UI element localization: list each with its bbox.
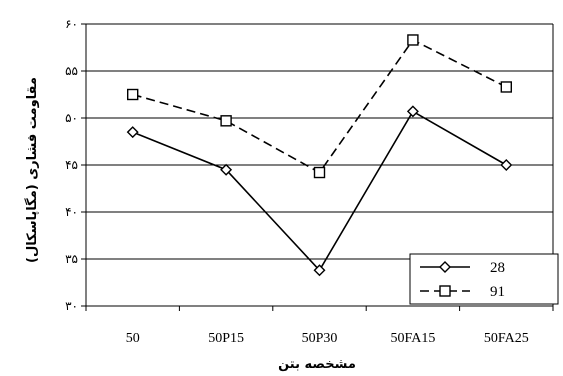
legend-marker <box>439 261 451 273</box>
y-tick-label: ۵۰ <box>65 111 78 125</box>
gridlines <box>86 23 554 306</box>
data-point <box>220 115 232 127</box>
legend-box <box>409 253 559 305</box>
x-tick-label: 50 <box>126 331 140 346</box>
x-tick-label: 50FA15 <box>390 331 435 346</box>
y-tick-label: ۵۵ <box>65 64 78 78</box>
y-tick-label: ۳۵ <box>65 252 78 266</box>
data-point <box>126 126 139 139</box>
y-tick-label: ۴۰ <box>65 205 78 219</box>
legend-marker <box>439 285 451 297</box>
series-28 <box>126 105 513 277</box>
x-tick-label: 50FA25 <box>484 331 529 346</box>
series-91 <box>126 34 512 179</box>
data-point <box>126 88 139 101</box>
legend: 28 91 <box>409 253 559 305</box>
series-line <box>132 38 507 174</box>
y-tick-label: ۳۰ <box>65 299 78 313</box>
x-tick-labels: 50 50P15 50P30 50FA15 50FA25 <box>85 306 554 346</box>
data-point <box>407 34 419 46</box>
legend-label: 91 <box>490 284 505 300</box>
data-point <box>406 105 419 118</box>
series-line <box>132 110 507 272</box>
data-point <box>313 166 326 179</box>
data-point <box>500 159 513 171</box>
series-layer <box>126 34 513 277</box>
data-point <box>220 163 233 176</box>
y-tick-label: ۴۵ <box>65 158 78 172</box>
y-tick-labels: ۳۰ ۳۵ ۴۰ ۴۵ ۵۰ ۵۵ ۶۰ <box>65 17 86 313</box>
x-axis-title: مشخصه بتن <box>278 357 356 372</box>
legend-label: 28 <box>490 260 505 276</box>
x-tick-label: 50P15 <box>208 331 244 346</box>
x-tick-label: 50P30 <box>302 331 338 346</box>
y-tick-label: ۶۰ <box>65 17 78 31</box>
y-axis-title: مقاومت فشاری (مگاپاسکال) <box>24 77 40 263</box>
data-point <box>500 81 512 93</box>
data-point <box>313 264 326 277</box>
